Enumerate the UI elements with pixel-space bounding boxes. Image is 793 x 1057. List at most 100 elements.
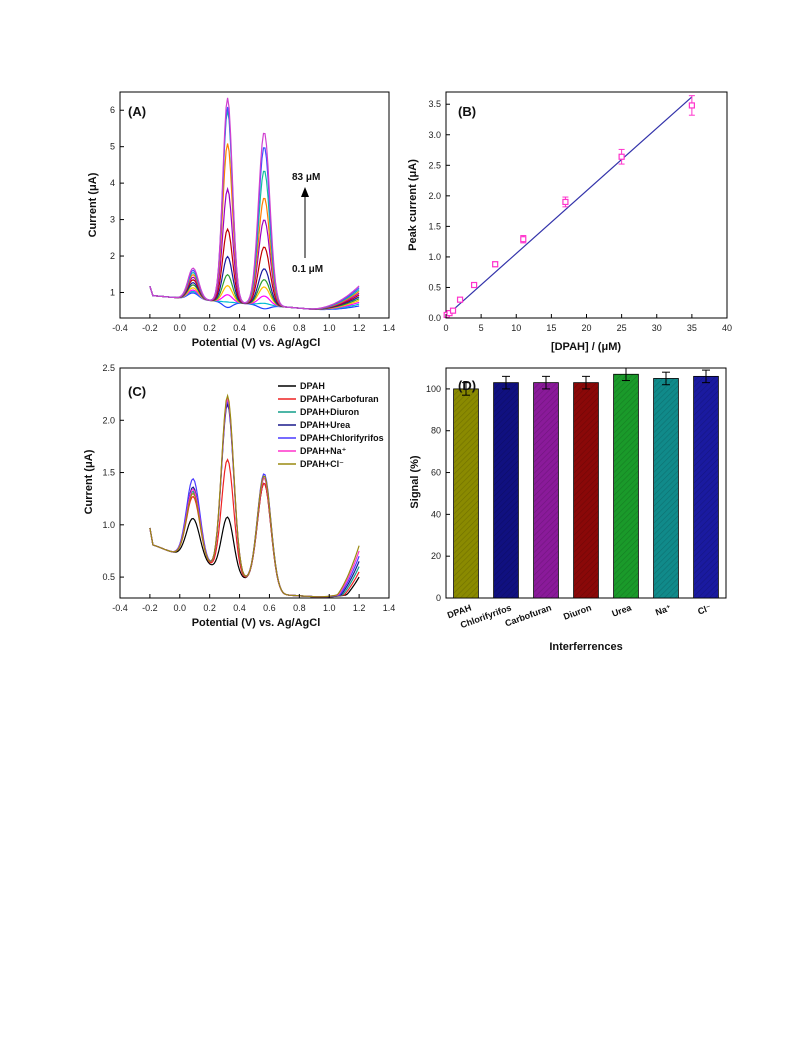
panel-b-ytick-label: 2.5	[428, 160, 441, 170]
panel-d-ytick-label: 60	[431, 468, 441, 478]
panel-c: -0.4 -0.2 0.0 0.2 0.4 0.6 0.8 1.0 1.2 1.4 0.5 1.0 1.…	[83, 363, 395, 629]
panel-c-series-line	[149, 398, 360, 598]
panel-b-xtick-label: 25	[617, 323, 627, 333]
panel-b-frame	[445, 91, 728, 319]
panel-a-xtick-label: 1.2	[353, 323, 366, 333]
panel-b-xtick-label: 35	[687, 323, 697, 333]
panel-a-xtick-label: -0.2	[142, 323, 158, 333]
panel-b-xtick-label: 0	[443, 323, 448, 333]
panel-b-label: (B)	[458, 104, 476, 119]
panel-c-xtick-label: 1.2	[353, 603, 366, 613]
panel-b-ytick-label: 3.0	[428, 130, 441, 140]
panel-c-legend-label: DPAH+Carbofuran	[300, 394, 379, 404]
panel-c-axes: -0.4 -0.2 0.0 0.2 0.4 0.6 0.8 1.0 1.2 1.4 0.5 1.0 1.…	[102, 363, 395, 613]
panel-d-bar-hatch	[493, 382, 519, 598]
panel-b: 0 5 10 15 20 25 30 35 40 0.0 0.5 1.0 1.5 2.0 2.5 3.0 3.5…	[407, 91, 732, 353]
panel-c-ylabel: Current (μA)	[83, 449, 95, 514]
panel-a: -0.4 -0.2 0.0 0.2 0.4 0.6 0.8 1.0 1.2 1.4 1 2 3 4 5 6 (…	[87, 91, 396, 349]
panel-d-axes: 0 20 40 60 80 100	[426, 384, 450, 603]
panel-a-xlabel: Potential (V) vs. Ag/AgCl	[192, 337, 321, 349]
panel-d-category-label: Na⁺	[654, 602, 673, 617]
panel-b-point	[562, 198, 569, 206]
panel-b-xlabel: [DPAH] / (μM)	[551, 341, 621, 353]
panel-b-fit-line	[445, 96, 693, 317]
panel-d-label: (D)	[458, 378, 476, 393]
panel-d-ytick-label: 80	[431, 426, 441, 436]
panel-d-ytick-label: 40	[431, 509, 441, 519]
panel-d-bar-hatch	[613, 374, 639, 598]
panel-d-xlabel: Interferrences	[549, 641, 622, 653]
panel-a-xtick-label: 0.2	[203, 323, 216, 333]
panel-a-label: (A)	[128, 104, 146, 119]
panel-b-point	[449, 307, 457, 314]
panel-c-xlabel: Potential (V) vs. Ag/AgCl	[192, 617, 321, 629]
panel-d-bar-hatch	[453, 388, 479, 598]
panel-a-ytick-label: 5	[110, 142, 115, 152]
panel-b-xtick-label: 40	[722, 323, 732, 333]
panel-a-ytick-label: 3	[110, 215, 115, 225]
panel-c-xtick-label: 0.2	[203, 603, 216, 613]
panel-d-category-label: Carbofuran	[504, 602, 553, 628]
panel-c-curves	[149, 393, 360, 598]
panel-b-point	[456, 296, 464, 303]
panel-c-legend-label: DPAH+Diuron	[300, 407, 359, 417]
panel-b-ytick-label: 3.5	[428, 99, 441, 109]
panel-c-ytick-label: 1.5	[102, 468, 115, 478]
panel-a-series-line	[149, 97, 360, 310]
panel-a-ytick-label: 2	[110, 251, 115, 261]
panel-b-axes: 0 5 10 15 20 25 30 35 40 0.0 0.5 1.0 1.5 2.0 2.5 3.0 3.5	[428, 99, 732, 333]
panel-b-point	[688, 102, 695, 109]
panel-a-xtick-label: 0.0	[174, 323, 187, 333]
panel-c-legend-label: DPAH+Na⁺	[300, 446, 347, 456]
panel-d-bar-hatch	[653, 378, 679, 598]
panel-c-ytick-label: 1.0	[102, 520, 115, 530]
panel-b-point	[520, 236, 527, 243]
panel-b-xtick-label: 10	[511, 323, 521, 333]
panel-c-legend-label: DPAH	[300, 381, 325, 391]
panel-c-xtick-label: 0.6	[263, 603, 276, 613]
panel-b-xtick-label: 20	[581, 323, 591, 333]
panel-b-plot	[443, 95, 695, 319]
panel-b-point	[471, 281, 478, 289]
panel-c-ytick-label: 2.5	[102, 363, 115, 373]
panel-a-annotation-bottom: 0.1 μM	[292, 264, 323, 275]
panel-c-xtick-label: -0.2	[142, 603, 158, 613]
panel-a-curves	[149, 97, 360, 311]
panel-d-ylabel: Signal (%)	[409, 455, 421, 509]
panel-c-legend-label: DPAH+Chlorifyrifos	[300, 433, 384, 443]
panel-a-frame	[119, 91, 390, 319]
panel-b-xtick-label: 5	[479, 323, 484, 333]
panel-a-ytick-label: 1	[110, 287, 115, 297]
panel-c-legend: DPAH DPAH+Carbofuran DPAH+Diuron DPAH+Urea D…	[278, 381, 384, 469]
panel-b-ytick-label: 2.0	[428, 191, 441, 201]
panel-c-xtick-label: 1.0	[323, 603, 336, 613]
panel-d-category-label: Diuron	[562, 602, 593, 621]
panel-b-ylabel: Peak current (μA)	[407, 159, 419, 251]
panel-a-arrow-head	[301, 187, 309, 197]
panel-c-xtick-label: 0.8	[293, 603, 306, 613]
panel-c-ytick-label: 2.0	[102, 415, 115, 425]
panel-a-xtick-label: 1.4	[383, 323, 396, 333]
panel-c-frame	[119, 367, 390, 599]
panel-b-ytick-label: 1.0	[428, 252, 441, 262]
panel-d-bar-hatch	[573, 382, 599, 598]
panel-d-ytick-label: 0	[436, 593, 441, 603]
panel-b-ytick-label: 0.0	[428, 313, 441, 323]
panel-c-xtick-label: 0.4	[233, 603, 246, 613]
panel-a-ylabel: Current (μA)	[87, 172, 99, 237]
panel-c-xtick-label: 0.0	[174, 603, 187, 613]
panel-d-category-label: Urea	[610, 602, 633, 619]
panel-d-ytick-label: 20	[431, 551, 441, 561]
panel-b-point	[618, 153, 625, 160]
panel-b-ytick-label: 1.5	[428, 221, 441, 231]
panel-a-ytick-label: 4	[110, 178, 115, 188]
panel-c-legend-label: DPAH+Urea	[300, 420, 351, 430]
panel-b-xtick-label: 15	[546, 323, 556, 333]
panel-a-xtick-label: -0.4	[112, 323, 128, 333]
panel-a-xtick-label: 0.8	[293, 323, 306, 333]
panel-a-annotation-top: 83 μM	[292, 172, 320, 183]
panel-a-xtick-label: 0.6	[263, 323, 276, 333]
panel-c-label: (C)	[128, 384, 146, 399]
